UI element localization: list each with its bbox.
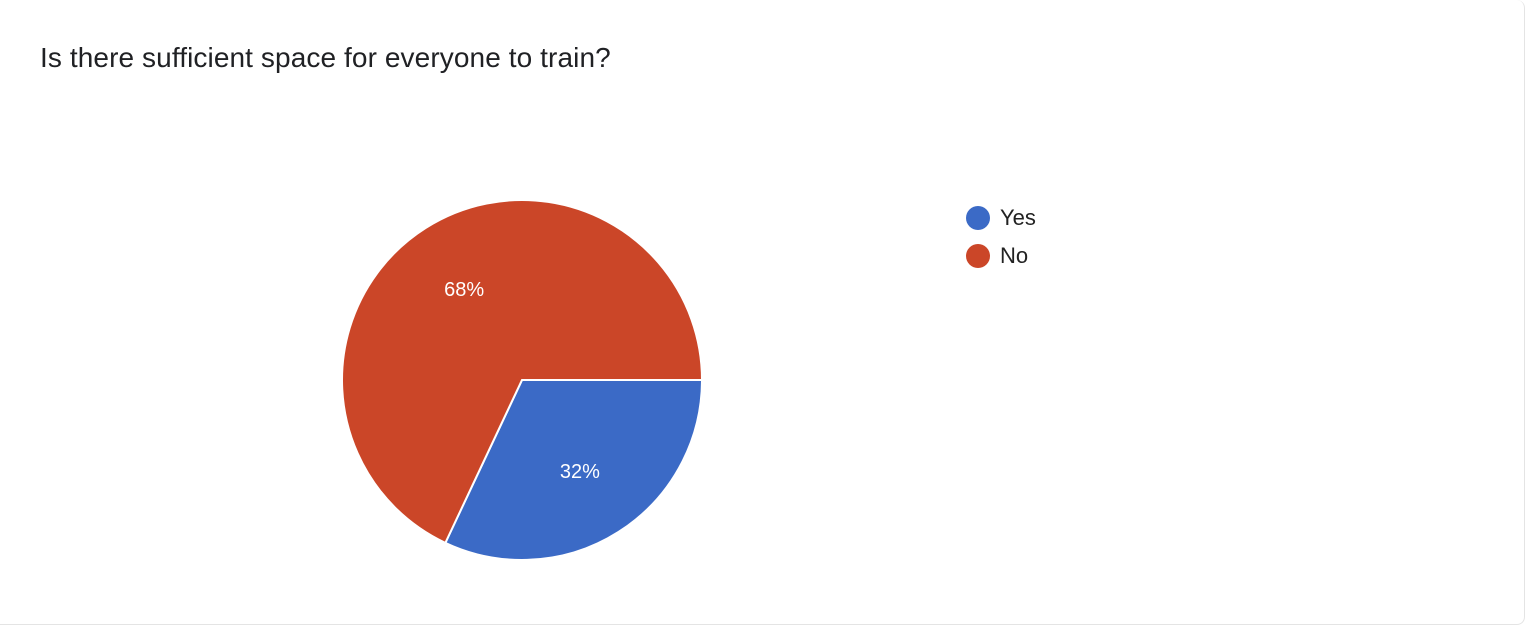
chart-title: Is there sufficient space for everyone t… <box>40 42 611 73</box>
slice-label-no: 68% <box>444 279 484 301</box>
legend-swatch-no <box>966 244 990 268</box>
legend-item-no[interactable]: No <box>966 237 1036 275</box>
legend: Yes No <box>966 199 1036 275</box>
pie-slice-yes[interactable] <box>444 379 704 561</box>
pie-slice-no[interactable] <box>341 199 704 545</box>
legend-label-no: No <box>1000 243 1029 268</box>
legend-label-yes: Yes <box>1000 205 1036 230</box>
slice-label-yes: 32% <box>560 461 600 483</box>
legend-item-yes[interactable]: Yes <box>966 199 1036 237</box>
legend-swatch-yes <box>966 206 990 230</box>
